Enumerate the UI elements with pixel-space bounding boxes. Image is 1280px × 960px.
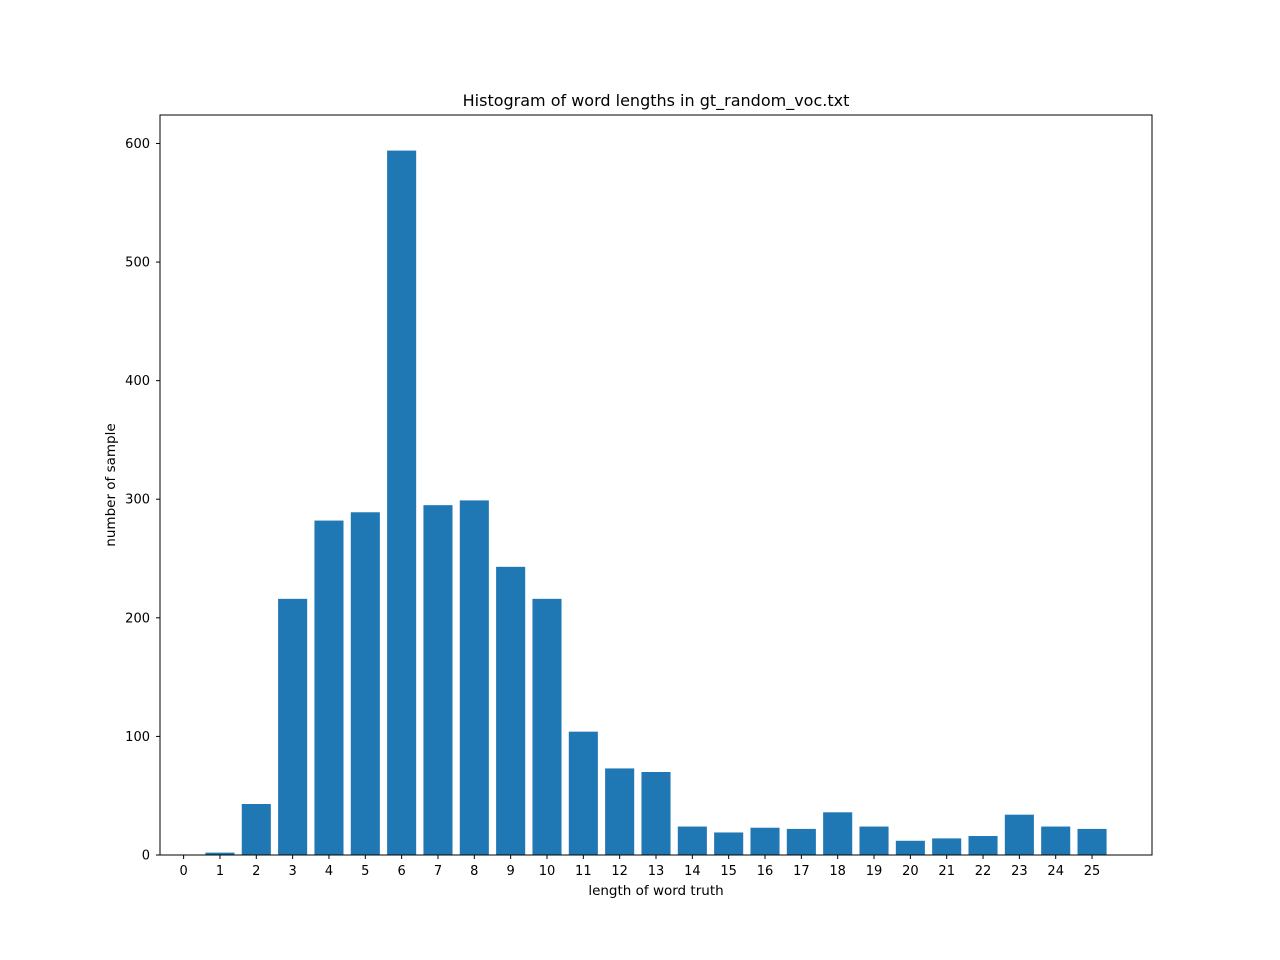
bar-10 (532, 598, 562, 855)
x-tick-label: 15 (720, 864, 737, 879)
bar-16 (750, 827, 780, 855)
x-tick-label: 16 (757, 864, 774, 879)
x-tick-label: 11 (575, 864, 592, 879)
y-tick-label: 0 (142, 849, 150, 864)
x-tick-label: 13 (648, 864, 665, 879)
x-tick-label: 8 (470, 864, 478, 879)
bar-8 (459, 500, 489, 855)
x-tick-label: 22 (975, 864, 992, 879)
bar-23 (1004, 814, 1034, 855)
x-tick-label: 25 (1084, 864, 1101, 879)
bar-4 (314, 520, 344, 855)
bars-group (205, 150, 1107, 856)
x-tick-label: 23 (1011, 864, 1028, 879)
bar-2 (241, 804, 271, 855)
bar-1 (205, 852, 235, 855)
x-tick-label: 21 (938, 864, 955, 879)
x-tick-label: 2 (252, 864, 260, 879)
x-tick-label: 0 (179, 864, 187, 879)
bar-13 (641, 771, 671, 855)
bar-21 (932, 838, 962, 855)
y-axis-label: number of sample (103, 423, 119, 546)
y-axis-ticks: 0 100 200 300 400 500 600 (125, 137, 160, 864)
x-tick-label: 24 (1047, 864, 1064, 879)
bar-15 (714, 832, 744, 855)
x-tick-label: 7 (434, 864, 442, 879)
bar-14 (677, 826, 707, 855)
x-tick-label: 9 (507, 864, 515, 879)
y-tick-label: 400 (125, 374, 150, 389)
chart-title: Histogram of word lengths in gt_random_v… (463, 91, 850, 111)
x-axis-label: length of word truth (588, 883, 723, 899)
bar-6 (387, 150, 417, 856)
x-tick-label: 10 (539, 864, 556, 879)
y-tick-label: 600 (125, 137, 150, 152)
bar-9 (496, 566, 526, 855)
x-tick-label: 18 (829, 864, 846, 879)
bar-20 (895, 840, 925, 855)
bar-24 (1041, 826, 1071, 855)
x-tick-label: 5 (361, 864, 369, 879)
bar-22 (968, 836, 998, 855)
bar-25 (1077, 828, 1107, 855)
x-tick-label: 12 (611, 864, 628, 879)
bar-7 (423, 505, 453, 855)
x-tick-label: 3 (288, 864, 296, 879)
y-tick-label: 500 (125, 256, 150, 271)
y-tick-label: 200 (125, 611, 150, 626)
bar-11 (568, 731, 598, 855)
bar-17 (786, 828, 816, 855)
x-axis-ticks: 0 1 2 3 4 5 6 7 8 9 10 11 12 13 14 15 16 17 18 19 20 21 22 23 24… (179, 855, 1100, 879)
x-tick-label: 14 (684, 864, 701, 879)
bar-3 (278, 598, 308, 855)
bar-18 (823, 812, 853, 855)
x-tick-label: 20 (902, 864, 919, 879)
x-tick-label: 4 (325, 864, 333, 879)
plot-frame (159, 114, 1153, 856)
bar-5 (350, 512, 380, 855)
y-tick-label: 300 (125, 493, 150, 508)
x-tick-label: 17 (793, 864, 810, 879)
y-tick-label: 100 (125, 730, 150, 745)
x-tick-label: 6 (398, 864, 406, 879)
bar-19 (859, 826, 889, 855)
x-tick-label: 1 (216, 864, 224, 879)
bar-12 (605, 768, 635, 855)
x-tick-label: 19 (866, 864, 883, 879)
